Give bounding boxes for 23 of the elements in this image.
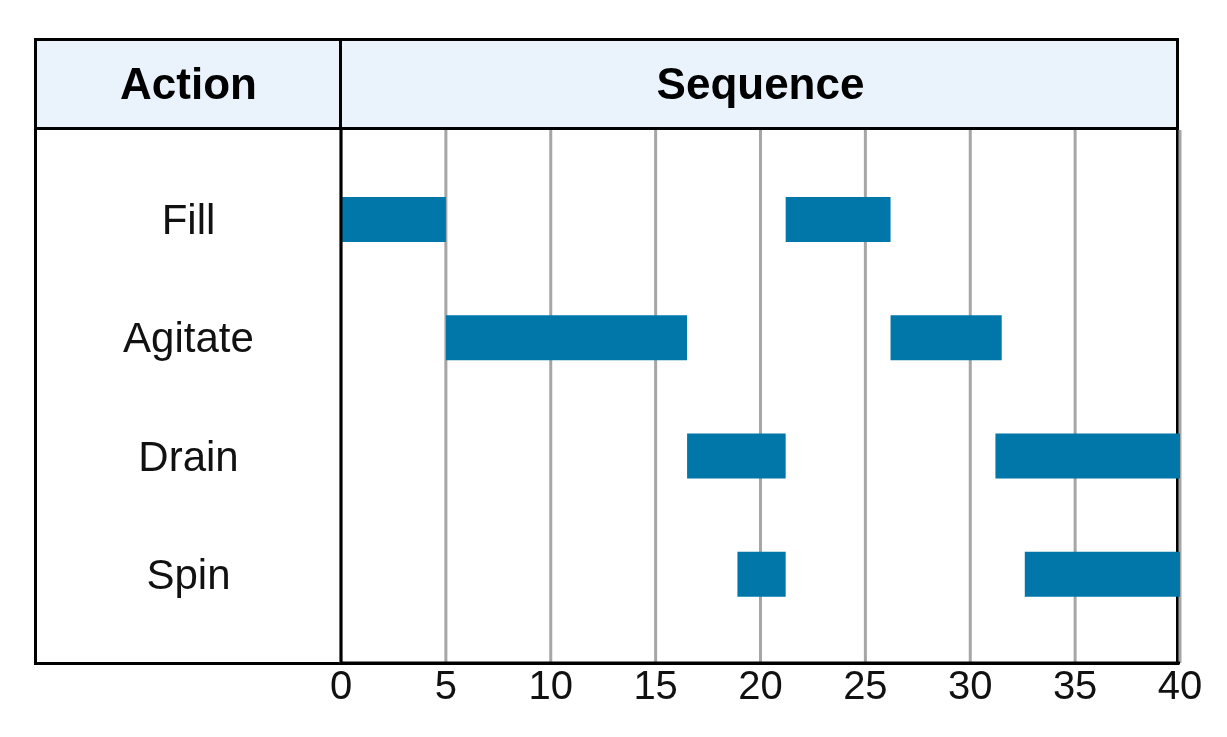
bar [995,433,1180,479]
x-tick-label: 20 [738,663,783,708]
x-tick-label: 5 [434,663,457,708]
bar [687,433,786,479]
bar [445,315,688,361]
bar [785,197,891,242]
y-tick-label: Spin [146,550,231,598]
x-tick-label: 40 [1157,663,1203,708]
x-tick-label: 15 [633,663,678,708]
x-tick-label: 10 [528,663,573,708]
y-tick-label: Drain [138,432,239,480]
x-tick-label: 30 [948,663,993,708]
x-tick-label: 35 [1052,663,1098,708]
bar [737,551,786,597]
y-tick-label: Fill [161,196,216,244]
bar [890,315,1002,361]
x-tick-label: 25 [843,663,888,708]
bar [1024,551,1180,597]
x-tick-label: 0 [329,663,353,708]
bar [341,197,446,242]
chart-title: Sequence [656,59,865,109]
y-axis-title: Action [120,59,257,109]
y-tick-label: Agitate [123,314,254,362]
